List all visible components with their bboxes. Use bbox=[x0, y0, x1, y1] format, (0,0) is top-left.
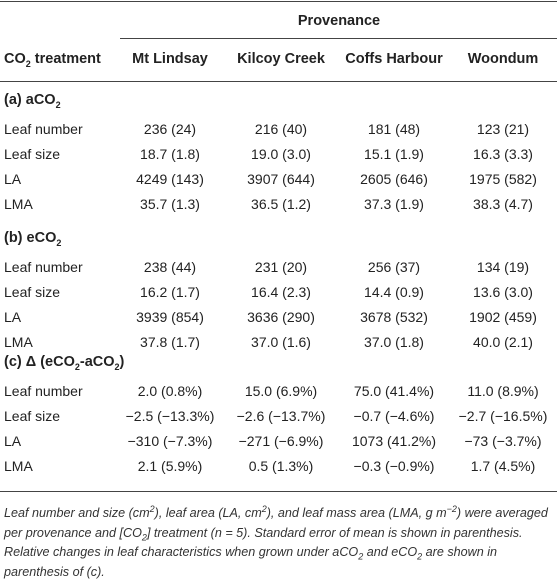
table-cell: 37.8 (1.7) bbox=[140, 334, 200, 350]
table-cell: −0.7 (−4.6%) bbox=[353, 408, 435, 424]
column-header: Coffs Harbour bbox=[345, 51, 443, 67]
top-rule bbox=[0, 1, 557, 2]
provenance-header: Provenance bbox=[297, 13, 381, 29]
row-label: Leaf size bbox=[4, 146, 61, 162]
row-label: Leaf number bbox=[4, 383, 83, 399]
table-cell: 36.5 (1.2) bbox=[251, 196, 311, 212]
table-cell: 181 (48) bbox=[367, 121, 421, 137]
row-label: LA bbox=[4, 309, 22, 325]
table-cell: 2.1 (5.9%) bbox=[137, 458, 203, 474]
table-cell: −2.7 (−16.5%) bbox=[458, 408, 548, 424]
table-footnote: Leaf number and size (cm2), leaf area (L… bbox=[4, 503, 548, 579]
table-cell: 1902 (459) bbox=[469, 309, 537, 325]
row-label: LMA bbox=[4, 196, 33, 212]
bottom-rule bbox=[0, 491, 557, 492]
row-label: Leaf size bbox=[4, 284, 61, 300]
column-header: Woondum bbox=[467, 51, 539, 67]
table-cell: 4249 (143) bbox=[136, 171, 204, 187]
table-cell: 1.7 (4.5%) bbox=[470, 458, 536, 474]
row-label: Leaf size bbox=[4, 408, 61, 424]
table-cell: 2605 (646) bbox=[360, 171, 428, 187]
row-label: LMA bbox=[4, 458, 33, 474]
header-rule bbox=[0, 81, 557, 82]
provenance-rule bbox=[120, 38, 557, 39]
table-cell: 236 (24) bbox=[143, 121, 197, 137]
table-cell: 40.0 (2.1) bbox=[473, 334, 533, 350]
table-cell: 18.7 (1.8) bbox=[140, 146, 200, 162]
table-cell: 37.0 (1.6) bbox=[251, 334, 311, 350]
table-cell: 16.4 (2.3) bbox=[251, 284, 311, 300]
table-cell: 14.4 (0.9) bbox=[364, 284, 424, 300]
table-cell: 123 (21) bbox=[476, 121, 530, 137]
row-label: Leaf number bbox=[4, 259, 83, 275]
table-cell: 35.7 (1.3) bbox=[140, 196, 200, 212]
table-cell: −310 (−7.3%) bbox=[127, 433, 213, 449]
table-cell: 3678 (532) bbox=[360, 309, 428, 325]
table-cell: 1073 (41.2%) bbox=[351, 433, 437, 449]
table-cell: 1975 (582) bbox=[469, 171, 537, 187]
table-cell: −0.3 (−0.9%) bbox=[353, 458, 435, 474]
table-cell: 37.3 (1.9) bbox=[364, 196, 424, 212]
table-cell: 3907 (644) bbox=[247, 171, 315, 187]
table-cell: 16.2 (1.7) bbox=[140, 284, 200, 300]
table-cell: −271 (−6.9%) bbox=[238, 433, 324, 449]
table-cell: 216 (40) bbox=[254, 121, 308, 137]
section-title: (c) Δ (eCO2-aCO2) bbox=[4, 354, 125, 372]
co2-treatment-header: CO2 treatment bbox=[4, 51, 101, 69]
table-cell: 13.6 (3.0) bbox=[473, 284, 533, 300]
table-cell: 3939 (854) bbox=[136, 309, 204, 325]
table-cell: 256 (37) bbox=[367, 259, 421, 275]
table-cell: 0.5 (1.3%) bbox=[248, 458, 314, 474]
table-cell: 134 (19) bbox=[476, 259, 530, 275]
table-cell: 15.0 (6.9%) bbox=[244, 383, 318, 399]
row-label: LA bbox=[4, 433, 22, 449]
table-cell: 238 (44) bbox=[143, 259, 197, 275]
table-cell: 231 (20) bbox=[254, 259, 308, 275]
table-cell: −73 (−3.7%) bbox=[464, 433, 542, 449]
table-cell: 11.0 (8.9%) bbox=[467, 383, 539, 399]
column-header: Mt Lindsay bbox=[132, 51, 208, 67]
row-label: Leaf number bbox=[4, 121, 83, 137]
section-title: (b) eCO2 bbox=[4, 230, 62, 248]
row-label: LA bbox=[4, 171, 22, 187]
table-cell: −2.6 (−13.7%) bbox=[236, 408, 326, 424]
table-cell: 3636 (290) bbox=[247, 309, 315, 325]
column-header: Kilcoy Creek bbox=[237, 51, 325, 67]
table-cell: 2.0 (0.8%) bbox=[137, 383, 203, 399]
section-title: (a) aCO2 bbox=[4, 92, 61, 110]
table-cell: 15.1 (1.9) bbox=[364, 146, 424, 162]
table-cell: 37.0 (1.8) bbox=[364, 334, 424, 350]
row-label: LMA bbox=[4, 334, 33, 350]
table-cell: 38.3 (4.7) bbox=[473, 196, 533, 212]
table-cell: 16.3 (3.3) bbox=[473, 146, 533, 162]
table-cell: 75.0 (41.4%) bbox=[353, 383, 435, 399]
table-cell: −2.5 (−13.3%) bbox=[125, 408, 215, 424]
table-cell: 19.0 (3.0) bbox=[251, 146, 311, 162]
